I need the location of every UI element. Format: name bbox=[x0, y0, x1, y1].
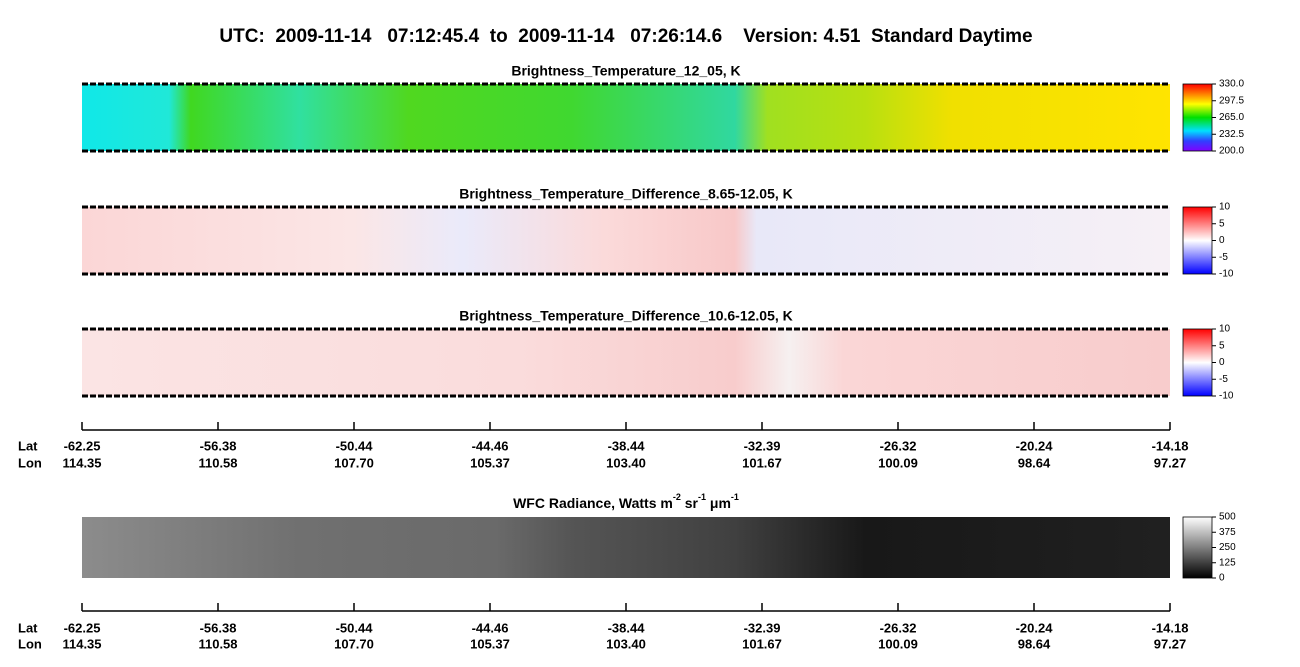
lat-label: -20.24 bbox=[1016, 438, 1054, 453]
panel-title: Brightness_Temperature_12_05, K bbox=[511, 63, 740, 79]
axis-label: Lon bbox=[18, 636, 42, 651]
image bbox=[82, 517, 1170, 578]
lon-label: 98.64 bbox=[1018, 636, 1051, 651]
colorbar-label: -10 bbox=[1219, 391, 1234, 402]
lat-label: -20.24 bbox=[1016, 620, 1054, 635]
image bbox=[82, 329, 1170, 396]
lat-label: -14.18 bbox=[1152, 438, 1189, 453]
colorbar-label: -10 bbox=[1219, 269, 1234, 280]
colorbar-label: 10 bbox=[1219, 202, 1231, 213]
lat-label: -26.32 bbox=[880, 438, 917, 453]
superscript: -2 bbox=[673, 492, 681, 502]
lon-label: 114.35 bbox=[62, 455, 101, 470]
lat-label: -38.44 bbox=[608, 620, 646, 635]
panel-title: Brightness_Temperature_Difference_10.6-1… bbox=[459, 308, 793, 324]
superscript: -1 bbox=[731, 492, 739, 502]
colorbar-label: -5 bbox=[1219, 252, 1228, 263]
colorbar-label: 330.0 bbox=[1219, 79, 1244, 90]
title-part: μm bbox=[706, 495, 731, 511]
lon-label: 114.35 bbox=[62, 636, 101, 651]
colorbar bbox=[1182, 83, 1213, 152]
colorbar-label: 10 bbox=[1219, 324, 1231, 335]
lon-label: 107.70 bbox=[334, 636, 374, 651]
colorbar bbox=[1182, 516, 1213, 579]
colorbar-label: 0 bbox=[1219, 573, 1225, 584]
lon-label: 103.40 bbox=[606, 636, 646, 651]
lon-label: 105.37 bbox=[470, 455, 510, 470]
lat-label: -32.39 bbox=[744, 620, 781, 635]
lon-label: 110.58 bbox=[198, 636, 237, 651]
lat-label: -32.39 bbox=[744, 438, 781, 453]
colorbar-label: 250 bbox=[1219, 542, 1236, 553]
superscript: -1 bbox=[698, 492, 706, 502]
image bbox=[82, 84, 1170, 151]
colorbar-label: 500 bbox=[1219, 512, 1236, 523]
colorbar-label: 5 bbox=[1219, 218, 1225, 229]
colorbar-label: 5 bbox=[1219, 340, 1225, 351]
colorbar-label: 232.5 bbox=[1219, 129, 1244, 140]
lon-label: 101.67 bbox=[742, 636, 782, 651]
lon-label: 100.09 bbox=[878, 636, 918, 651]
colorbar-label: 297.5 bbox=[1219, 95, 1244, 106]
lat-label: -50.44 bbox=[336, 620, 374, 635]
lat-label: -56.38 bbox=[200, 620, 237, 635]
title-part: sr bbox=[681, 495, 699, 511]
lon-label: 98.64 bbox=[1018, 455, 1051, 470]
colorbar bbox=[1182, 328, 1213, 397]
title-part: WFC Radiance, Watts m bbox=[513, 495, 673, 511]
lon-label: 101.67 bbox=[742, 455, 782, 470]
lat-label: -62.25 bbox=[64, 438, 101, 453]
lon-label: 105.37 bbox=[470, 636, 510, 651]
axis-label: Lat bbox=[18, 438, 38, 453]
panel-title: WFC Radiance, Watts m-2 sr-1 μm-1 bbox=[513, 492, 739, 510]
colorbar-label: 0 bbox=[1219, 357, 1225, 368]
colorbar-label: 375 bbox=[1219, 527, 1236, 538]
lat-label: -38.44 bbox=[608, 438, 646, 453]
lat-label: -62.25 bbox=[64, 620, 101, 635]
lon-label: 100.09 bbox=[878, 455, 918, 470]
lon-label: 103.40 bbox=[606, 455, 646, 470]
lat-label: -44.46 bbox=[472, 620, 509, 635]
lat-label: -26.32 bbox=[880, 620, 917, 635]
lon-label: 97.27 bbox=[1154, 636, 1187, 651]
colorbar-label: 265.0 bbox=[1219, 112, 1244, 123]
lon-label: 97.27 bbox=[1154, 455, 1187, 470]
image bbox=[82, 207, 1170, 274]
lon-label: 110.58 bbox=[198, 455, 237, 470]
lat-label: -50.44 bbox=[336, 438, 374, 453]
lat-label: -14.18 bbox=[1152, 620, 1189, 635]
colorbar bbox=[1182, 206, 1213, 275]
panel-title: Brightness_Temperature_Difference_8.65-1… bbox=[459, 186, 793, 202]
colorbar-label: 0 bbox=[1219, 235, 1225, 246]
figure-title: UTC: 2009-11-14 07:12:45.4 to 2009-11-14… bbox=[219, 26, 1032, 47]
colorbar-label: -5 bbox=[1219, 374, 1228, 385]
lat-label: -44.46 bbox=[472, 438, 509, 453]
colorbar-label: 125 bbox=[1219, 557, 1236, 568]
lat-label: -56.38 bbox=[200, 438, 237, 453]
axis-label: Lon bbox=[18, 455, 42, 470]
colorbar-label: 200.0 bbox=[1219, 146, 1244, 157]
lon-label: 107.70 bbox=[334, 455, 374, 470]
axis-label: Lat bbox=[18, 620, 38, 635]
